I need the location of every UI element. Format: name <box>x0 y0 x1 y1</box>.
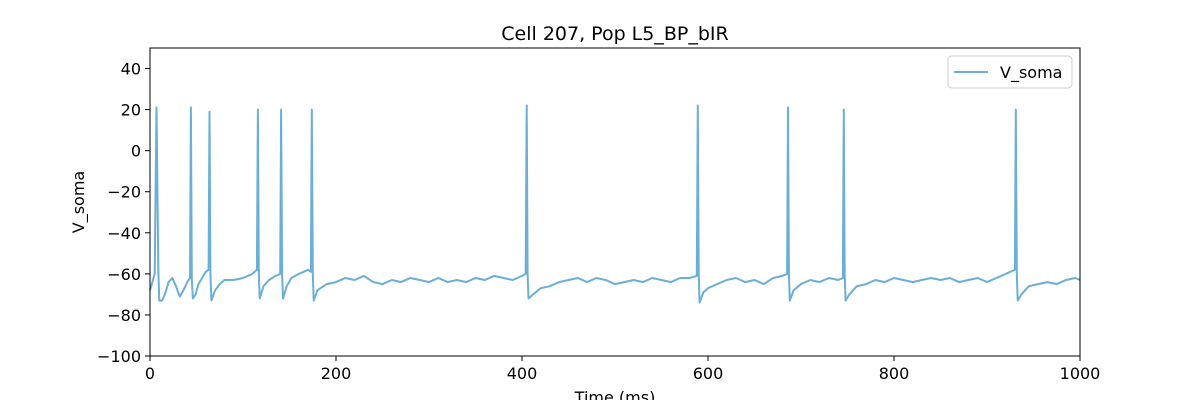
chart-title: Cell 207, Pop L5_BP_bIR <box>501 23 728 45</box>
x-tick-label: 600 <box>693 364 724 383</box>
x-tick-label: 400 <box>507 364 538 383</box>
y-tick-label: −40 <box>107 224 141 243</box>
series-line-0 <box>149 104 1081 304</box>
legend-box <box>947 55 1073 89</box>
x-axis: 0 200 400 600 800 1000 <box>145 356 1100 383</box>
legend: V_soma <box>947 55 1073 89</box>
x-axis-label: Time (ms) <box>574 388 656 400</box>
x-tick-label: 800 <box>879 364 910 383</box>
y-axis-label: V_soma <box>69 171 89 233</box>
y-tick-label: −60 <box>107 265 141 284</box>
x-tick-label: 1000 <box>1060 364 1101 383</box>
y-tick-label: 40 <box>121 60 141 79</box>
y-tick-label: −100 <box>97 347 141 366</box>
legend-label: V_soma <box>1000 63 1062 83</box>
y-tick-label: −80 <box>107 306 141 325</box>
x-tick-label: 200 <box>321 364 352 383</box>
y-tick-label: 20 <box>121 101 141 120</box>
y-tick-label: 0 <box>131 142 141 161</box>
y-axis: −100 −80 −60 −40 −20 0 20 40 <box>97 60 150 366</box>
plot-area <box>149 47 1081 357</box>
x-tick-label: 0 <box>145 364 155 383</box>
axes-frame <box>149 47 1081 357</box>
y-tick-label: −20 <box>107 183 141 202</box>
